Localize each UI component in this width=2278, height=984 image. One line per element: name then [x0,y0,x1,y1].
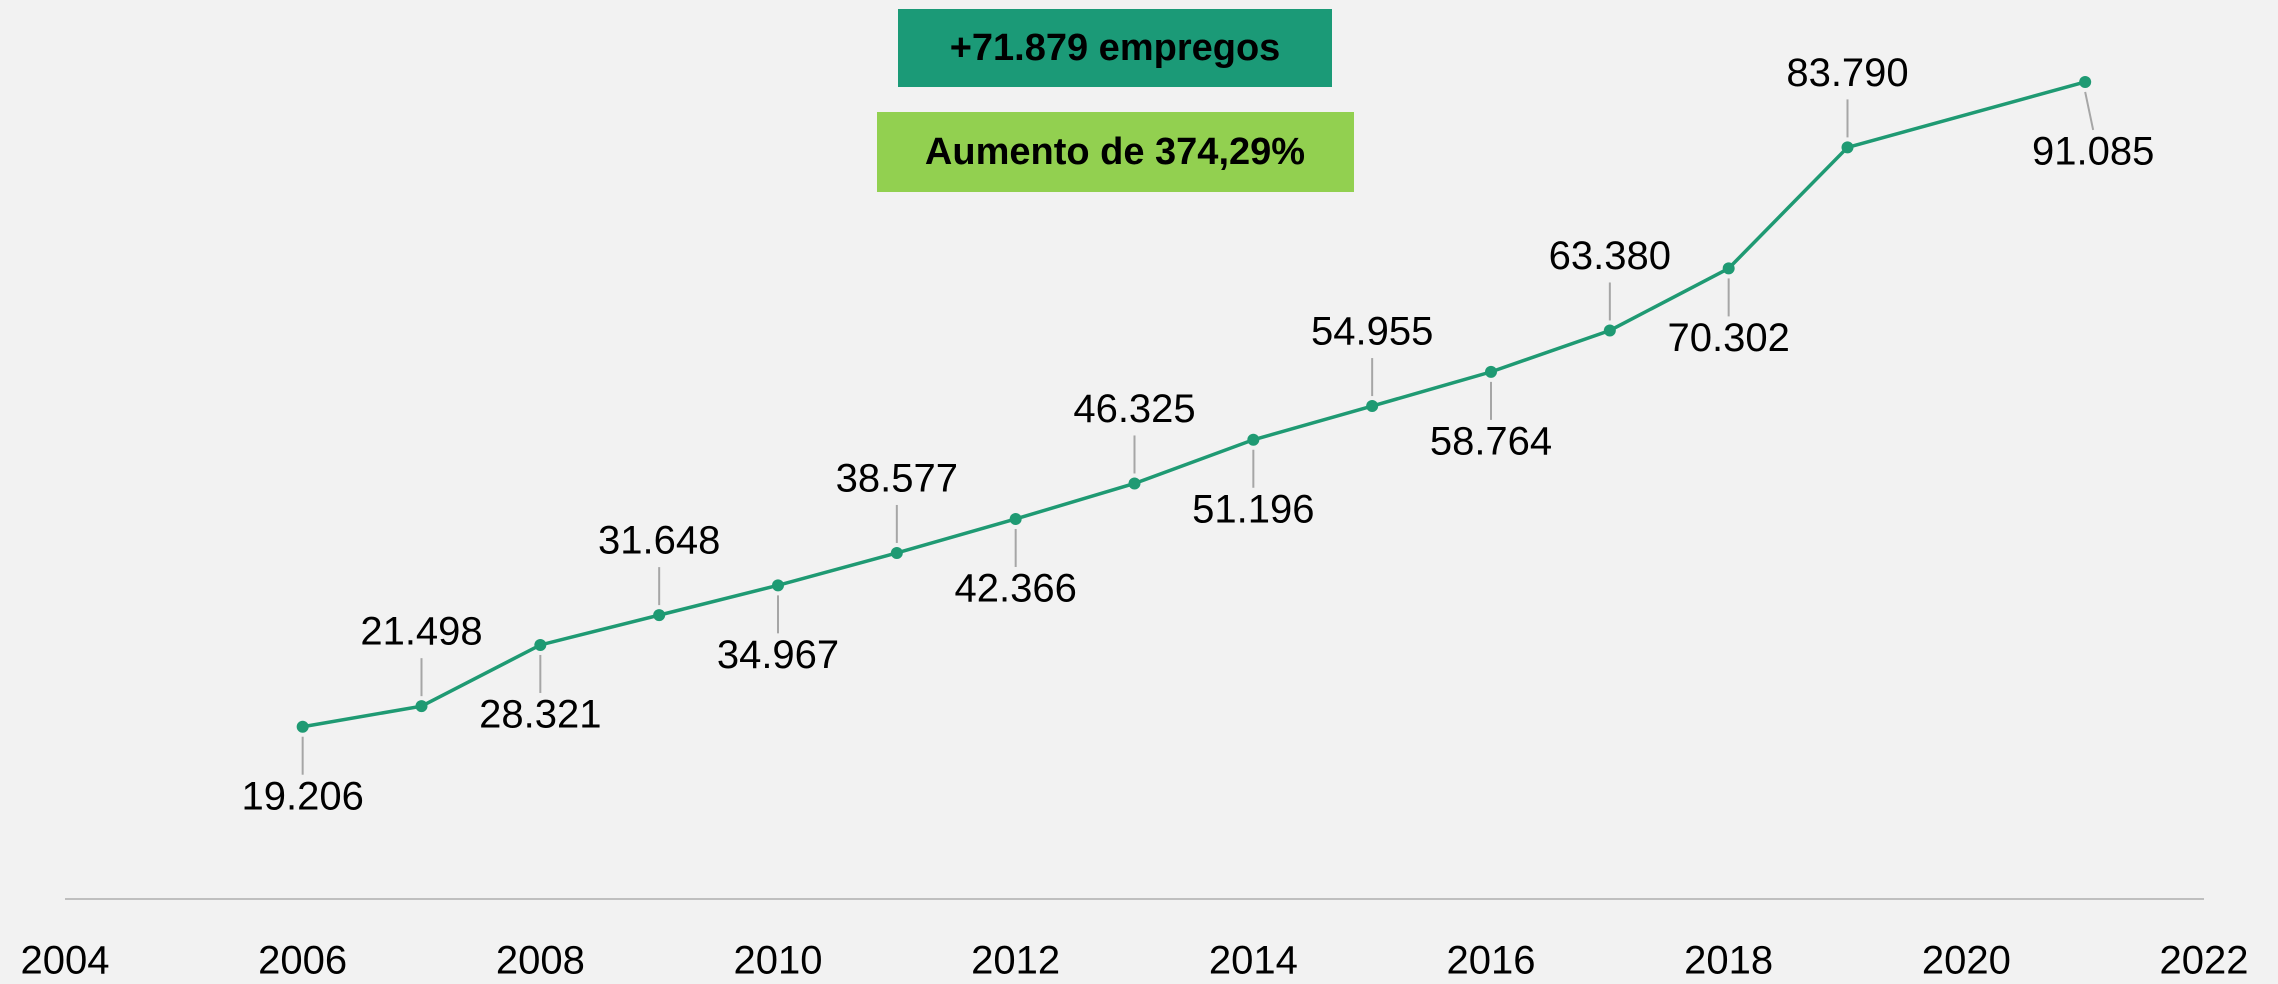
point [1603,324,1616,337]
point [1841,141,1854,154]
point [534,638,547,651]
data-label: 19.206 [241,774,363,818]
annotation-box [898,9,1332,87]
data-label: 70.302 [1667,316,1789,360]
x-tick-label: 2006 [258,939,347,983]
point [1128,477,1141,490]
point [2079,75,2092,88]
x-tick-label: 2008 [496,939,585,983]
x-tick-label: 2014 [1209,939,1298,983]
data-label: 63.380 [1549,234,1671,278]
point [415,700,428,713]
point [653,609,666,622]
point [1247,433,1260,446]
x-tick-label: 2004 [21,939,110,983]
annotation: Aumento de 374,29% [925,131,1305,173]
data-label: 54.955 [1311,310,1433,354]
point [296,720,309,733]
x-tick-label: 2012 [971,939,1060,983]
point [772,579,784,592]
x-tick-label: 2016 [1447,939,1536,983]
data-label: 58.764 [1430,419,1552,463]
point [1485,365,1497,378]
point [890,546,903,559]
data-label: 28.321 [479,693,601,737]
x-tick-label: 2018 [1684,939,1773,983]
annotation-box [877,112,1354,192]
leader-line [2084,91,2095,131]
x-tick-label: 2020 [1922,939,2011,983]
data-label: 91.085 [2032,130,2154,174]
data-label: 42.366 [954,567,1076,611]
x-tick-label: 2022 [2160,939,2249,983]
data-label: 38.577 [836,457,958,501]
data-label: 83.790 [1786,51,1908,95]
data-label: 31.648 [598,519,720,563]
x-tick-label: 2010 [734,939,823,983]
annotation: +71.879 empregos [950,27,1281,69]
data-label: 46.325 [1073,387,1195,431]
data-label: 51.196 [1192,487,1314,531]
point [1722,262,1735,275]
data-label: 21.498 [360,610,482,654]
point [1009,512,1022,525]
point [1366,400,1379,413]
data-label: 34.967 [717,633,839,677]
